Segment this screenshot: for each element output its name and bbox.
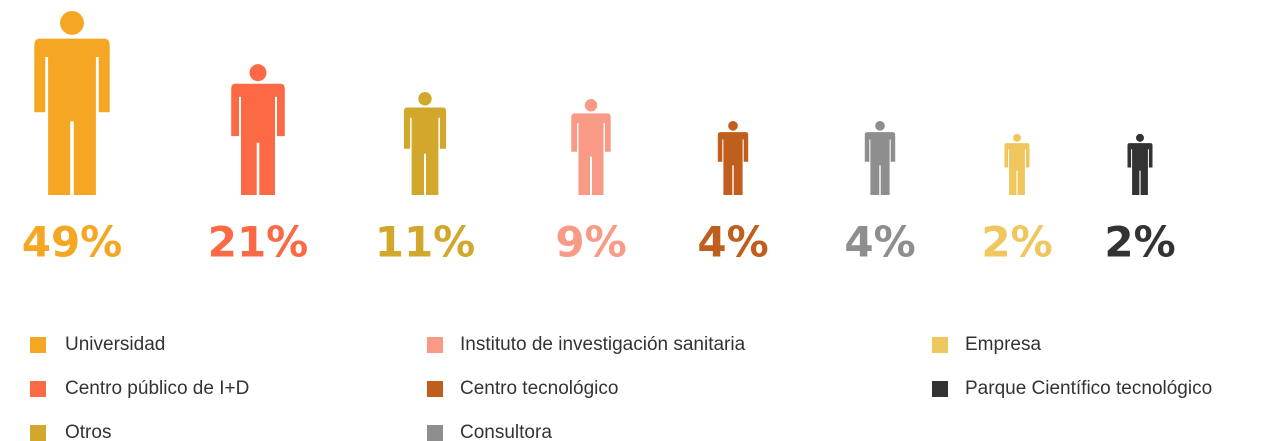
value-label: 49% [22,218,123,267]
legend-swatch [427,381,443,397]
legend-label: Consultora [460,422,552,441]
person-icon [717,121,749,195]
value-label: 2% [981,218,1052,267]
person-icon [571,99,611,195]
value-label: 4% [844,218,915,267]
legend-swatch [427,425,443,441]
legend-label: Centro tecnológico [460,378,618,399]
value-label: 21% [208,218,309,267]
person-icon [403,92,447,195]
legend-swatch [932,381,948,397]
person-icon [34,10,110,195]
person-icon [1004,133,1030,195]
value-label: 9% [555,218,626,267]
legend-swatch [427,337,443,353]
person-icon [231,64,285,195]
legend-label: Otros [65,422,111,441]
legend-swatch [932,337,948,353]
legend-label: Centro público de I+D [65,378,249,399]
value-label: 2% [1104,218,1175,267]
legend-swatch [30,381,46,397]
legend-label: Universidad [65,334,165,355]
legend-label: Instituto de investigación sanitaria [460,334,746,355]
value-label: 11% [375,218,476,267]
person-icon [864,121,896,195]
person-icon [1127,133,1153,195]
legend-label: Parque Científico tecnológico [965,378,1212,399]
legend-swatch [30,425,46,441]
value-label: 4% [697,218,768,267]
legend-swatch [30,337,46,353]
legend-label: Empresa [965,334,1041,355]
